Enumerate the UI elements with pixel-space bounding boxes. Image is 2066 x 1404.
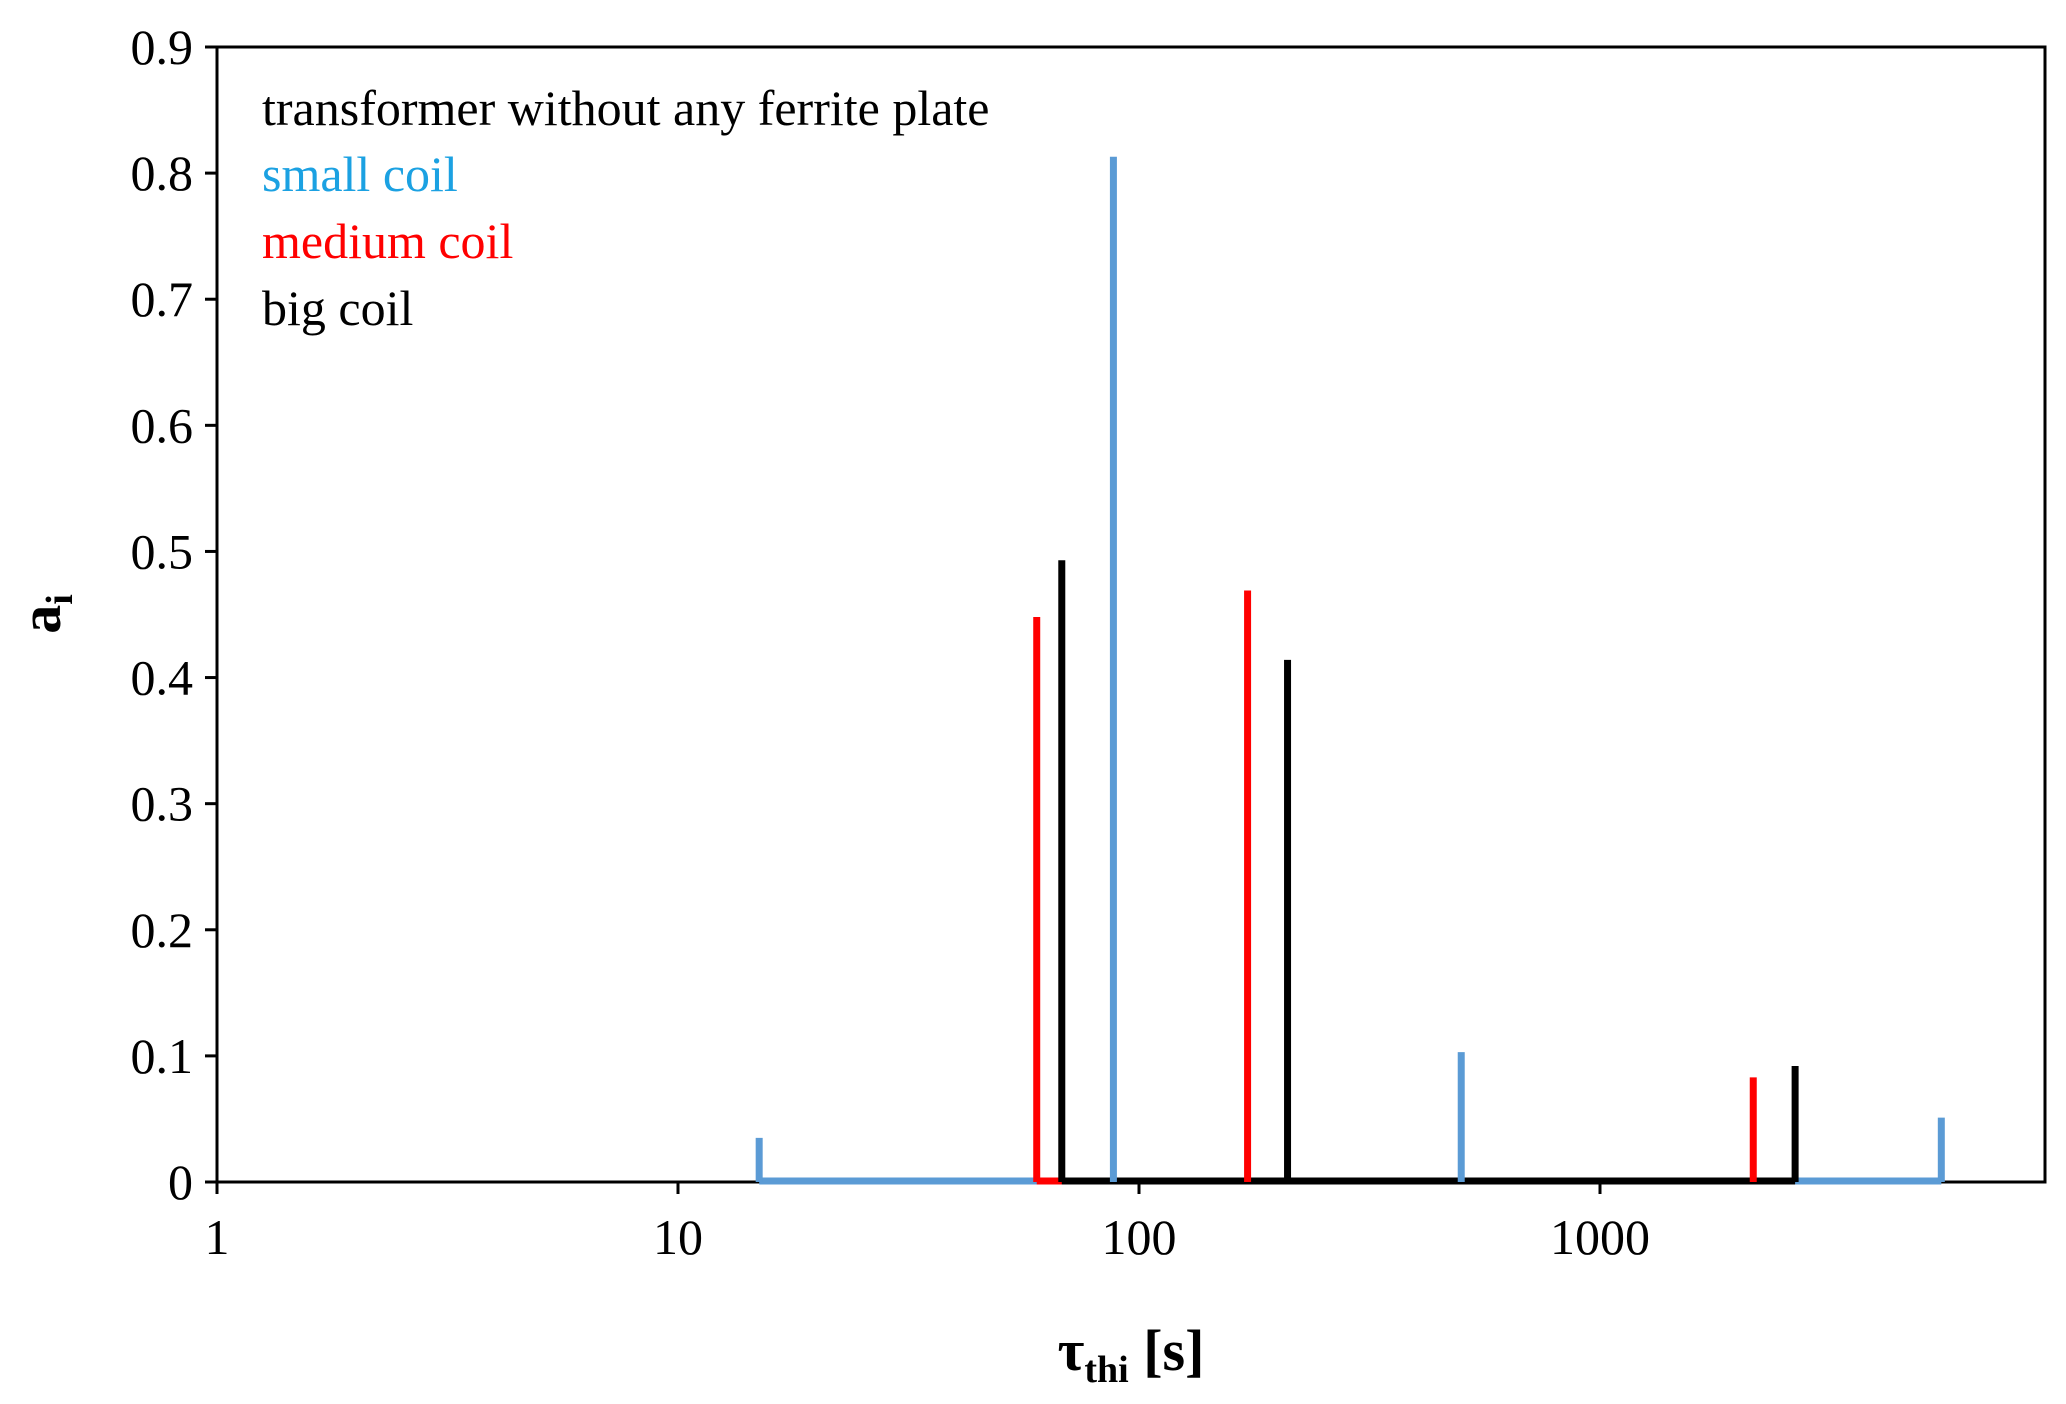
- y-tick-label: 0.9: [131, 19, 194, 75]
- x-tick-label: 10: [653, 1209, 703, 1265]
- y-tick-label: 0.7: [131, 271, 194, 327]
- legend-entry-big-coil: big coil: [262, 280, 413, 336]
- plot-area: [215, 45, 2047, 1184]
- x-axis-title: τthi [s]: [1058, 1318, 1205, 1391]
- y-tick-label: 0.4: [131, 650, 194, 706]
- x-axis-ticks: 1 10 100 1000: [205, 1182, 1650, 1265]
- y-axis-ticks: 0 0.1 0.2 0.3 0.4 0.5 0.6 0.7 0.8 0.9: [131, 19, 217, 1210]
- legend-entry-medium-coil: medium coil: [262, 213, 513, 269]
- legend-entry-small-coil: small coil: [262, 146, 458, 202]
- y-tick-label: 0.5: [131, 523, 194, 579]
- y-axis-title-group: ai: [8, 594, 81, 634]
- y-tick-label: 0: [168, 1154, 193, 1210]
- series-stems: [755, 156, 1945, 1182]
- x-tick-label: 1: [205, 1209, 230, 1265]
- x-axis-title-symbol: τ: [1058, 1318, 1085, 1383]
- y-tick-label: 0.8: [131, 145, 194, 201]
- x-tick-label: 100: [1102, 1209, 1177, 1265]
- y-tick-label: 0.3: [131, 776, 194, 832]
- legend-header: transformer without any ferrite plate: [262, 80, 990, 136]
- y-axis-title-subscript: i: [39, 594, 81, 605]
- y-tick-label: 0.6: [131, 397, 194, 453]
- y-tick-label: 0.2: [131, 902, 194, 958]
- y-tick-label: 0.1: [131, 1028, 194, 1084]
- y-axis-title: ai: [8, 594, 81, 634]
- legend: transformer without any ferrite plate sm…: [262, 80, 990, 336]
- x-tick-label: 1000: [1550, 1209, 1650, 1265]
- x-axis-title-unit: [s]: [1129, 1318, 1205, 1383]
- x-axis-title-subscript: thi: [1084, 1349, 1128, 1391]
- y-axis-title-symbol: a: [8, 605, 73, 634]
